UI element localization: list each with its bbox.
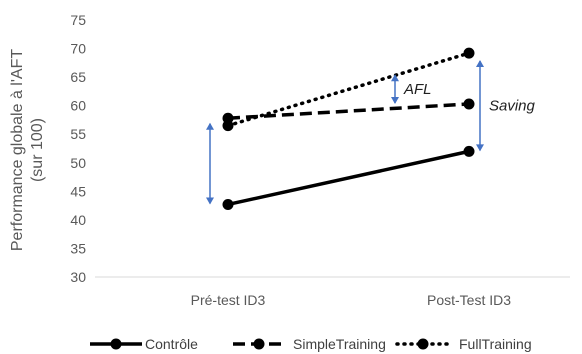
y-tick-label: 60 [70,98,86,114]
y-tick-label: 40 [70,212,86,228]
y-tick-label: 50 [70,155,86,171]
series-layer [222,47,475,210]
series-contrôle [222,145,475,210]
y-tick-label: 45 [70,183,86,199]
series-fulltraining [222,47,475,132]
legend-item: SimpleTraining [233,336,386,352]
series-line [226,51,471,128]
annotation-arrow [206,122,214,205]
x-tick-label: Pré-test ID3 [191,292,266,308]
data-point [463,98,475,110]
x-tick-label: Post-Test ID3 [427,292,511,308]
y-axis-ticks: 30 35 40 45 50 55 60 65 70 75 [70,12,86,285]
legend-item: FullTraining [395,336,532,352]
annotation-label: Saving [489,98,536,115]
annotation-layer: AFL Saving [206,59,536,205]
series-line [227,149,470,207]
legend: Contrôle SimpleTraining FullTraining [90,336,532,352]
series-line [227,102,470,120]
legend-label: SimpleTraining [293,336,386,352]
legend-swatch-marker [253,338,265,350]
data-point [222,198,234,210]
y-tick-label: 30 [70,269,86,285]
y-tick-label: 70 [70,41,86,57]
y-tick-label: 75 [70,12,86,28]
data-point [463,47,475,59]
arrow-head-down [476,144,484,152]
arrow-head-up [391,74,399,82]
y-tick-label: 55 [70,126,86,142]
data-point [463,145,475,157]
y-axis-title-line2: (sur 100) [29,118,46,182]
arrow-head-down [391,96,399,104]
y-axis-title: Performance globale à l'AFT (sur 100) [9,49,46,251]
arrow-head-down [206,197,214,205]
y-axis-title-line1: Performance globale à l'AFT [9,49,26,251]
legend-swatch-marker [417,338,429,350]
x-axis-ticks: Pré-test ID3 Post-Test ID3 [191,292,512,308]
y-tick-label: 35 [70,240,86,256]
legend-item: Contrôle [90,336,198,352]
data-point [222,120,234,132]
arrow-head-up [476,59,484,67]
legend-swatch-marker [110,338,122,350]
annotation-arrow: AFL [391,74,432,104]
y-tick-label: 65 [70,69,86,85]
arrow-head-up [206,122,214,130]
series-simpletraining [222,98,475,124]
annotation-label: AFL [403,81,432,98]
legend-label: Contrôle [145,336,198,352]
annotation-arrow: Saving [476,59,536,152]
legend-label: FullTraining [459,336,532,352]
